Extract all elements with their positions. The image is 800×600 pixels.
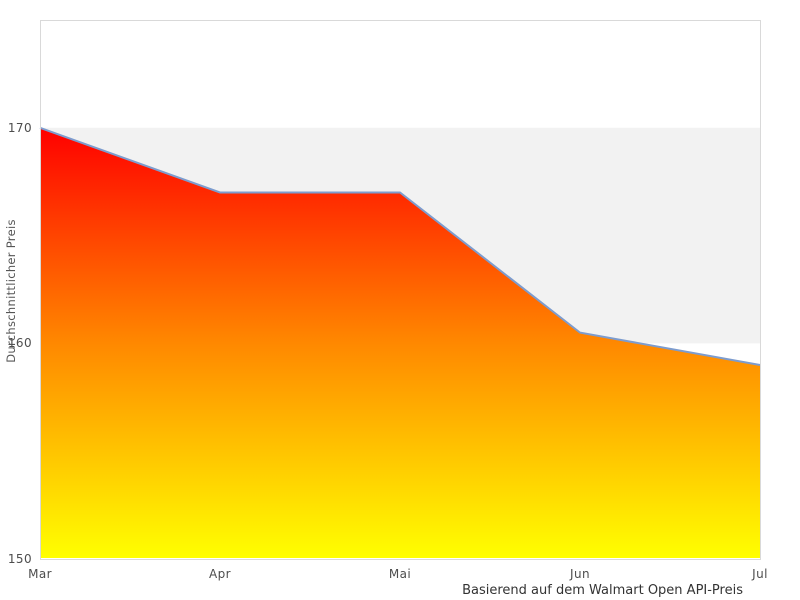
chart-caption: Basierend auf dem Walmart Open API-Preis	[462, 583, 743, 598]
price-line	[39, 126, 761, 366]
x-axis-tick-label: Jul	[752, 567, 768, 581]
y-axis-tick-label: 170	[7, 120, 32, 135]
x-axis-tick-label: Mai	[388, 567, 412, 581]
y-axis-tick-label: 160	[7, 336, 32, 351]
area-fill	[40, 127, 760, 559]
x-axis-tick-label: Jun	[570, 567, 590, 581]
x-axis-tick-label: Apr	[209, 567, 231, 581]
plot-border	[40, 20, 761, 560]
x-axis-tick-label: Mar	[28, 567, 52, 581]
y-axis-tick-label: 150	[7, 552, 32, 566]
